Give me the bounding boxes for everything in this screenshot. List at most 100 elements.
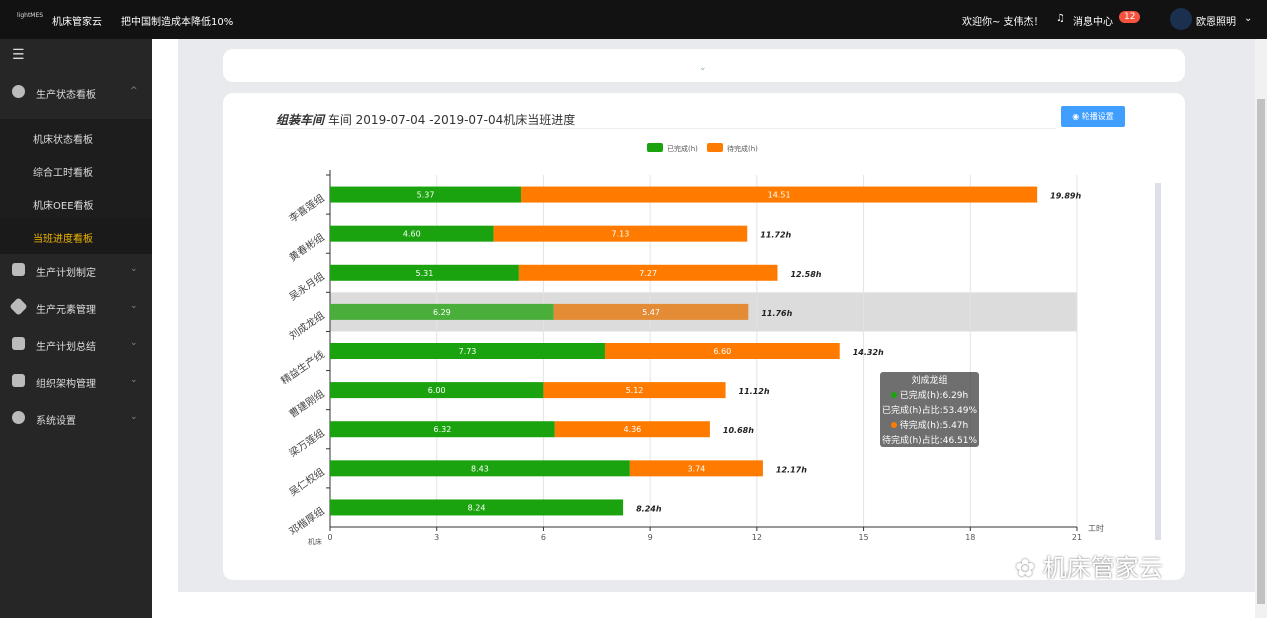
scrollbar-thumb[interactable] (1257, 99, 1265, 604)
bar-total-label: 10.68h (723, 426, 754, 435)
collapse-menu-icon[interactable]: ☰ (12, 47, 25, 63)
chart-card (223, 93, 1185, 580)
button-label: 轮播设置 (1081, 112, 1114, 121)
sidebar-item-shift-progress[interactable]: 当班进度看板 (0, 218, 152, 254)
sidebar-label: 生产元素管理 (36, 305, 96, 316)
bar-segment (330, 460, 630, 477)
brand: 机床管家云 (52, 17, 102, 28)
chevron-up-icon: ^ (130, 86, 138, 96)
tooltip-title: 刘成龙组 (911, 376, 948, 386)
logo: lightMES (17, 12, 44, 19)
y-tick-label: 曹建刚组 (286, 387, 326, 421)
bar-value-label: 8.43 (471, 464, 489, 473)
sidebar-group-summary[interactable]: 生产计划总结 ⌄ (0, 326, 152, 362)
bar-segment (330, 382, 544, 399)
bar-value-label: 5.12 (626, 386, 644, 395)
x-tick-label: 6 (541, 533, 546, 542)
sidebar-label: 生产状态看板 (36, 90, 96, 101)
sidebar-item-work-hours[interactable]: 综合工时看板 (0, 152, 152, 188)
bar-segment (629, 460, 763, 477)
green-dot-icon (890, 392, 897, 398)
workshop-name: 组装车间 (276, 113, 325, 127)
orange-dot-icon (890, 422, 897, 428)
bell-icon[interactable]: ♫ (1056, 13, 1065, 24)
y-tick-label: 黄春彬组 (286, 230, 326, 264)
dashboard-icon (12, 85, 25, 98)
bar-segment (330, 499, 624, 516)
tooltip-text: 待完成(h):5.47h (899, 421, 969, 431)
bar-segment (543, 382, 726, 399)
sidebar-label: 当班进度看板 (33, 234, 93, 245)
legend-label: 待完成(h) (727, 144, 758, 153)
bar-value-label: 6.00 (428, 386, 446, 395)
chart-scrollbar[interactable] (1155, 183, 1161, 540)
sidebar-group-plan[interactable]: 生产计划制定 ⌄ (0, 252, 152, 288)
sidebar: ☰ 生产状态看板 ^ 机床状态看板 综合工时看板 机床OEE看板 当班进度看板 生… (0, 39, 152, 618)
message-center-link[interactable]: 消息中心 (1073, 17, 1113, 28)
bar-value-label: 7.13 (612, 230, 630, 239)
y-tick-label: 精益生产线 (278, 348, 326, 387)
sidebar-group-settings[interactable]: 系统设置 ⌄ (0, 400, 152, 436)
legend-swatch (647, 143, 663, 152)
bar-value-label: 14.51 (768, 191, 791, 200)
chevron-down-icon: ⌄ (130, 375, 138, 385)
y-axis-label: 机床 (308, 537, 322, 546)
slogan: 把中国制造成本降低10% (121, 17, 234, 28)
sidebar-group-elements[interactable]: 生产元素管理 ⌄ (0, 289, 152, 325)
bar-value-label: 4.36 (623, 425, 641, 434)
tooltip-text: 已完成(h):6.29h (899, 391, 969, 401)
x-tick-label: 21 (1072, 533, 1082, 542)
bar-segment (554, 421, 710, 438)
avatar[interactable] (1170, 8, 1192, 30)
y-tick-label: 刘成龙组 (286, 309, 326, 343)
bar-total-label: 12.58h (790, 270, 821, 279)
sidebar-label: 生产计划总结 (36, 342, 96, 353)
bar-total-label: 11.76h (761, 309, 792, 318)
bar-total-label: 11.72h (760, 231, 791, 240)
x-tick-label: 9 (648, 533, 653, 542)
carousel-settings-button[interactable]: ◉ 轮播设置 (1061, 106, 1125, 127)
bar-value-label: 7.27 (639, 269, 657, 278)
org-icon (12, 374, 25, 387)
tooltip-line: 待完成(h):5.47h (880, 419, 979, 434)
sidebar-item-machine-status[interactable]: 机床状态看板 (0, 119, 152, 155)
bar-value-label: 3.74 (687, 464, 705, 473)
y-tick-label: 吴永月组 (286, 270, 326, 304)
x-tick-label: 0 (327, 533, 332, 542)
bar-segment (330, 343, 605, 359)
panel-title: 组装车间 车间 2019-07-04 -2019-07-04机床当班进度 (276, 111, 575, 128)
bar-segment (330, 225, 494, 242)
sidebar-label: 机床OEE看板 (33, 201, 94, 212)
expand-chevron-icon[interactable]: ⌄ (699, 63, 707, 73)
sidebar-item-oee[interactable]: 机床OEE看板 (0, 185, 152, 221)
bar-value-label: 6.60 (713, 347, 731, 356)
sidebar-label: 机床状态看板 (33, 135, 93, 146)
title-text: 车间 2019-07-04 -2019-07-04机床当班进度 (327, 113, 576, 127)
bar-segment (604, 343, 840, 359)
user-menu[interactable]: 欧恩照明 (1196, 17, 1236, 28)
x-tick-label: 18 (965, 533, 975, 542)
sidebar-label: 生产计划制定 (36, 268, 96, 279)
bar-segment (521, 186, 1038, 203)
chevron-down-icon[interactable]: ⌄ (1244, 13, 1253, 24)
sidebar-group-status[interactable]: 生产状态看板 ^ (0, 74, 152, 110)
message-badge: 12 (1119, 11, 1141, 23)
document-icon (12, 263, 25, 276)
scrollbar[interactable] (1255, 39, 1267, 618)
sidebar-group-org[interactable]: 组织架构管理 ⌄ (0, 363, 152, 399)
y-tick-label: 李喜莲组 (286, 191, 326, 225)
chevron-down-icon: ⌄ (130, 264, 138, 274)
bar-value-label: 5.37 (417, 191, 435, 200)
chevron-down-icon: ⌄ (130, 301, 138, 311)
watermark: ✿ 机床管家云 (1015, 554, 1163, 582)
watermark-text: 机床管家云 (1042, 554, 1163, 582)
sidebar-label: 系统设置 (36, 416, 76, 427)
top-bar: lightMES 机床管家云 把中国制造成本降低10% 欢迎你~ 支伟杰！ ♫ … (0, 0, 1267, 39)
title-divider (276, 128, 1056, 129)
bar-segment (553, 303, 749, 320)
bar-total-label: 8.24h (636, 504, 662, 513)
tooltip-line: 已完成(h)占比:53.49% (881, 406, 978, 416)
y-tick-label: 梁万莲组 (286, 426, 326, 460)
bar-value-label: 6.29 (433, 308, 451, 317)
